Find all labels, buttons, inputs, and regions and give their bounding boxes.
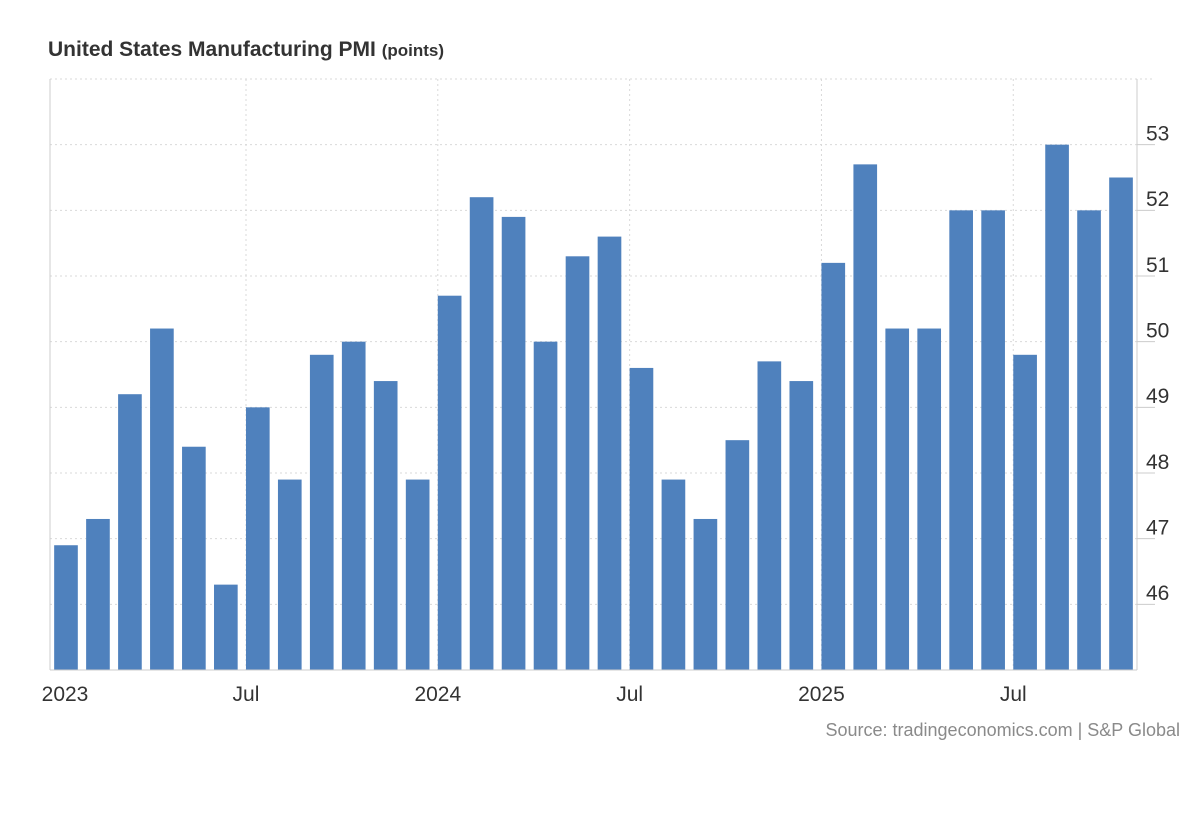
x-tick-label: 2023 [42,683,89,706]
bar-2025-05 [949,210,973,671]
bar-2023-01 [54,545,78,670]
x-tick-label: 2024 [414,683,461,706]
bar-2025-03 [885,328,910,670]
bar-2025-08 [1045,144,1069,670]
y-tick-label: 49 [1146,385,1169,408]
y-tick-label: 46 [1146,582,1169,605]
bar-2023-09 [309,354,334,670]
bar-2024-02 [469,197,494,670]
source-note: Source: tradingeconomics.com | S&P Globa… [825,720,1180,740]
bar-2025-10 [1109,177,1133,670]
x-tick-label: Jul [1000,683,1027,706]
y-tick-label: 48 [1146,451,1169,474]
chart-unit: (points) [381,41,445,60]
bar-2024-08 [661,479,686,670]
x-tick-label: Jul [616,683,643,706]
bar-2023-12 [405,479,430,670]
chart-title: United States Manufacturing PMI (points) [48,38,444,62]
bar-2024-04 [533,341,558,670]
bar-2023-05 [182,446,206,670]
bar-2024-09 [693,518,718,670]
bar-2023-06 [214,584,238,670]
bar-2025-09 [1077,210,1101,671]
bar-2024-06 [597,236,622,670]
bar-2023-10 [341,341,366,670]
x-tick-label: 2025 [798,683,845,706]
bar-2023-04 [150,328,174,670]
bar-2023-03 [118,394,142,670]
bar-2025-07 [1013,354,1037,670]
y-tick-label: 52 [1146,188,1169,211]
bar-2025-06 [981,210,1005,671]
bar-2024-10 [725,440,750,670]
bar-2023-08 [277,479,302,670]
bar-2024-07 [629,367,654,670]
chart-title-text: United States Manufacturing PMI [48,38,376,61]
y-tick-label: 51 [1146,254,1169,277]
y-axis-ticks: 46 47 48 49 50 51 52 53 [1146,122,1169,605]
pmi-bar-chart: 46 47 48 49 50 51 52 53 2023 Jul 2024 Jul 2025 Jul [42,78,1169,706]
bar-series [54,144,1133,671]
bar-2023-07 [245,407,270,670]
x-axis-ticks: 2023 Jul 2024 Jul 2025 Jul [42,683,1027,706]
axes [49,79,1138,671]
bar-2024-12 [789,381,814,670]
bar-2023-02 [86,518,110,670]
bar-2024-05 [565,256,590,670]
y-tick-label: 47 [1146,516,1169,539]
bar-2024-01 [437,295,462,670]
x-tick-label: Jul [233,683,260,706]
y-tick-label: 53 [1146,122,1169,145]
y-tick-label: 50 [1146,319,1169,342]
bar-2023-11 [373,381,398,670]
bar-2025-01 [821,262,846,670]
bar-2025-02 [853,164,878,670]
bar-2024-03 [501,216,526,670]
bar-2025-04 [917,328,942,670]
bar-2024-11 [757,361,782,670]
